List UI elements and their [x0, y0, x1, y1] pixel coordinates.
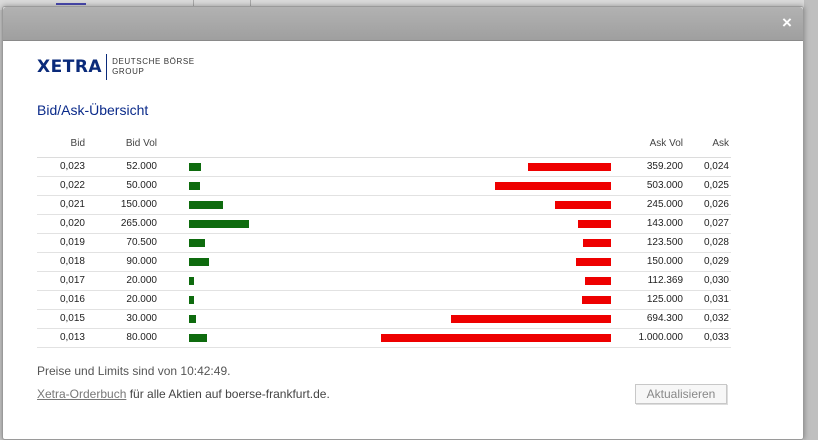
logo-subtitle-line2: GROUP	[112, 67, 145, 76]
table-row: 0,020 265.000 143.000 0,027	[37, 215, 731, 234]
bid-volume: 80.000	[126, 332, 157, 343]
background-link	[56, 0, 86, 5]
bid-volume: 20.000	[126, 294, 157, 305]
ask-price: 0,024	[703, 161, 729, 172]
bid-volume-bar	[189, 201, 223, 209]
ask-volume-bar	[578, 220, 611, 228]
ask-price: 0,032	[703, 313, 729, 324]
ask-volume-bar	[585, 277, 611, 285]
logo-brand: XETRA	[37, 57, 103, 77]
order-book-table: Bid Bid Vol Ask Vol Ask 0,023 52.000 359.2…	[37, 133, 731, 348]
bid-volume-bar	[189, 315, 196, 323]
timestamp-note: Preise und Limits sind von 10:42:49.	[37, 364, 231, 378]
ask-price: 0,026	[703, 199, 729, 210]
bid-price: 0,013	[59, 332, 85, 343]
ask-volume: 245.000	[646, 199, 683, 210]
table-row: 0,023 52.000 359.200 0,024	[37, 158, 731, 177]
ask-volume: 1.000.000	[638, 332, 684, 343]
ask-volume-bar	[582, 296, 611, 304]
table-row: 0,017 20.000 112.369 0,030	[37, 272, 731, 291]
background-tab	[135, 0, 194, 8]
header-bid-vol: Bid Vol	[125, 138, 157, 149]
ask-volume-bar	[576, 258, 611, 266]
orderbook-link[interactable]: Xetra-Orderbuch	[37, 387, 127, 401]
bid-volume: 50.000	[126, 180, 157, 191]
ask-price: 0,031	[703, 294, 729, 305]
ask-volume-bar	[555, 201, 611, 209]
ask-price: 0,028	[703, 237, 729, 248]
table-row: 0,018 90.000 150.000 0,029	[37, 253, 731, 272]
ask-volume-bar	[381, 334, 611, 342]
table-row: 0,016 20.000 125.000 0,031	[37, 291, 731, 310]
bid-volume-bar	[189, 277, 194, 285]
ask-price: 0,025	[703, 180, 729, 191]
bid-volume: 30.000	[126, 313, 157, 324]
ask-price: 0,033	[703, 332, 729, 343]
bid-ask-dialog: × XETRA DEUTSCHE BÖRSE GROUP Bid/Ask-Übe…	[2, 6, 804, 440]
logo-subtitle-line1: DEUTSCHE BÖRSE	[112, 57, 195, 66]
bid-price: 0,020	[59, 218, 85, 229]
bid-price: 0,019	[59, 237, 85, 248]
background-page-strip	[0, 0, 818, 10]
footer-description: für alle Aktien auf boerse-frankfurt.de.	[126, 387, 330, 401]
bid-volume: 90.000	[126, 256, 157, 267]
table-row: 0,015 30.000 694.300 0,032	[37, 310, 731, 329]
ask-volume: 123.500	[646, 237, 683, 248]
table-row: 0,013 80.000 1.000.000 0,033	[37, 329, 731, 348]
bid-volume-bar	[189, 182, 200, 190]
bid-volume: 70.500	[126, 237, 157, 248]
ask-volume: 143.000	[646, 218, 683, 229]
background-side-strip	[804, 0, 818, 440]
bid-volume-bar	[189, 163, 201, 171]
logo-separator	[106, 54, 108, 80]
background-tab	[193, 0, 251, 8]
bid-volume: 20.000	[126, 275, 157, 286]
footer-text: Xetra-Orderbuch für alle Aktien auf boer…	[37, 387, 330, 401]
bid-price: 0,016	[59, 294, 85, 305]
dialog-titlebar: ×	[3, 7, 803, 41]
ask-volume-bar	[451, 315, 611, 323]
refresh-button[interactable]: Aktualisieren	[635, 384, 727, 404]
page-title: Bid/Ask-Übersicht	[37, 102, 149, 118]
table-header: Bid Bid Vol Ask Vol Ask	[37, 133, 731, 158]
bid-volume-bar	[189, 258, 209, 266]
table-row: 0,022 50.000 503.000 0,025	[37, 177, 731, 196]
bid-volume-bar	[189, 220, 249, 228]
close-icon[interactable]: ×	[782, 13, 792, 32]
ask-price: 0,029	[703, 256, 729, 267]
table-row: 0,021 150.000 245.000 0,026	[37, 196, 731, 215]
bid-volume-bar	[189, 334, 207, 342]
table-row: 0,019 70.500 123.500 0,028	[37, 234, 731, 253]
bid-price: 0,015	[59, 313, 85, 324]
bid-price: 0,023	[59, 161, 85, 172]
bid-volume: 52.000	[126, 161, 157, 172]
ask-volume: 150.000	[646, 256, 683, 267]
ask-price: 0,027	[703, 218, 729, 229]
ask-volume-bar	[528, 163, 611, 171]
header-ask: Ask	[712, 138, 729, 149]
ask-volume: 694.300	[646, 313, 683, 324]
bid-volume: 150.000	[120, 199, 157, 210]
bid-price: 0,017	[59, 275, 85, 286]
bid-volume: 265.000	[120, 218, 157, 229]
bid-volume-bar	[189, 239, 205, 247]
ask-volume: 359.200	[646, 161, 683, 172]
ask-volume-bar	[583, 239, 611, 247]
xetra-logo: XETRA DEUTSCHE BÖRSE GROUP	[37, 52, 195, 82]
bid-price: 0,021	[59, 199, 85, 210]
ask-volume-bar	[495, 182, 611, 190]
header-ask-vol: Ask Vol	[649, 138, 683, 149]
ask-price: 0,030	[703, 275, 729, 286]
bid-price: 0,022	[59, 180, 85, 191]
ask-volume: 112.369	[647, 275, 683, 286]
ask-volume: 503.000	[646, 180, 683, 191]
table-body: 0,023 52.000 359.200 0,024 0,022 50.000 503.00…	[37, 158, 731, 348]
bid-price: 0,018	[59, 256, 85, 267]
header-bid: Bid	[70, 138, 85, 149]
logo-subtitle: DEUTSCHE BÖRSE GROUP	[112, 57, 195, 77]
ask-volume: 125.000	[646, 294, 683, 305]
bid-volume-bar	[189, 296, 194, 304]
